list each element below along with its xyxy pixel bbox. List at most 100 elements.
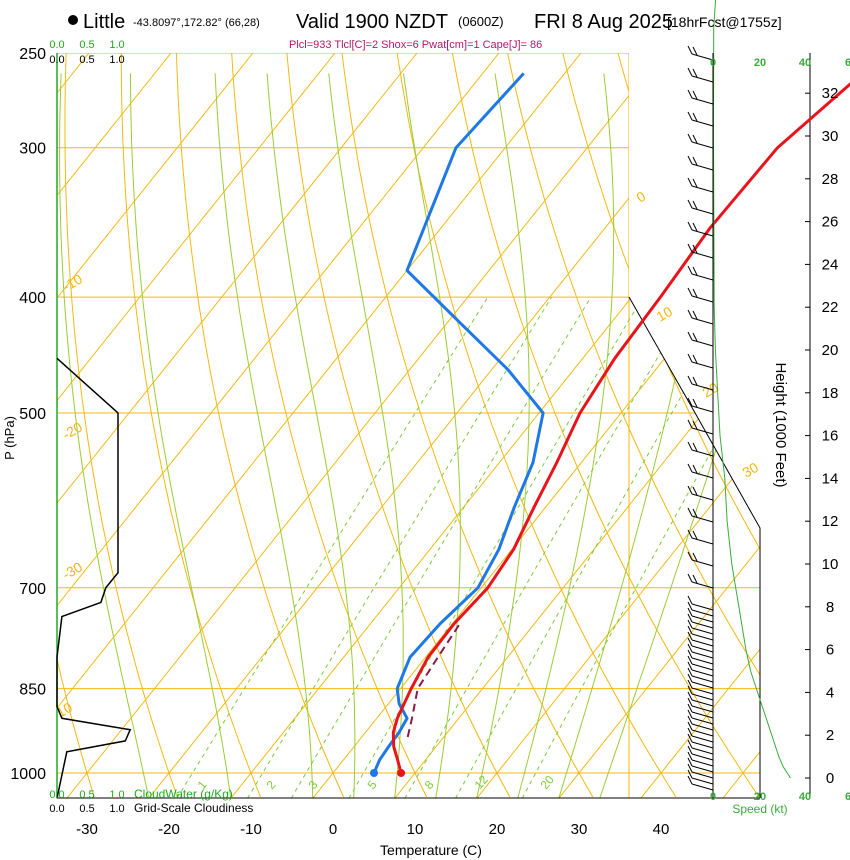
barb-shaft [691, 339, 714, 347]
cloudiness-tick-label: 0.5 [79, 803, 94, 815]
height-tick-label: 0 [826, 770, 834, 787]
barb-flag [687, 631, 693, 641]
wind-barb [687, 309, 714, 325]
dewpoint-surface-dot [370, 769, 378, 777]
barb-flag [687, 243, 693, 253]
barb-flag [692, 354, 698, 364]
barb-flag [692, 508, 698, 518]
barb-flag [687, 727, 693, 737]
barb-flag [687, 309, 693, 319]
wind-barb [687, 769, 714, 785]
wind-barb [687, 667, 714, 683]
wind-barb [687, 655, 714, 671]
barb-shaft [691, 663, 714, 671]
dry-adiabat-line [341, 53, 594, 798]
barb-shaft [691, 119, 714, 127]
pressure-tick-label: 500 [19, 406, 46, 423]
wind-barb [687, 133, 714, 149]
pressure-tick-label: 250 [19, 46, 46, 63]
wind-barb [687, 709, 714, 725]
moist-adiabat-line [214, 73, 314, 798]
barb-flag [692, 442, 698, 452]
wind-barb [687, 287, 714, 303]
barb-flag [687, 155, 693, 165]
barb-flag [687, 721, 693, 731]
barb-flag [687, 733, 693, 743]
barb-shaft [691, 53, 714, 61]
height-tick-label: 10 [822, 556, 839, 573]
barb-shaft [691, 581, 714, 589]
height-tick-label: 24 [822, 256, 839, 273]
barb-flag [687, 619, 693, 629]
dry-adiabat-line [839, 53, 850, 797]
temperature-profile [391, 82, 850, 774]
dewpoint-profile [372, 72, 545, 774]
cloudwater-tick-label: 0.0 [49, 789, 64, 801]
speed-tick-label: 20 [754, 791, 766, 803]
wind-speed-profile [712, 0, 791, 779]
pressure-tick-label: 700 [19, 581, 46, 598]
wind-barb [687, 441, 714, 457]
wind-barb [687, 265, 714, 281]
barb-flag [687, 529, 693, 539]
wind-barb [687, 775, 714, 791]
barb-shaft [691, 273, 714, 281]
isotherm-line [394, 53, 760, 798]
cloudwater-tick-label: 1.0 [109, 39, 124, 51]
barb-flag [687, 739, 693, 749]
mixing-ratio-line [290, 296, 592, 798]
temperature-tick-label: 0 [329, 821, 337, 838]
barb-shaft [691, 705, 714, 713]
barb-shaft [691, 97, 714, 105]
barb-shaft [691, 735, 714, 743]
barb-shaft [691, 559, 714, 567]
isotherm-line [57, 53, 254, 798]
barb-shaft [691, 645, 714, 653]
dry-adiabat-line [64, 53, 178, 798]
wind-barb [687, 199, 714, 215]
isotherm-line [57, 53, 418, 798]
mixing-ratio-label: 5 [365, 778, 380, 792]
barb-shaft [691, 729, 714, 737]
dry-adiabat-line [120, 53, 261, 798]
station-coords: -43.8097°,172.82° (66,28) [133, 17, 260, 29]
barb-flag [687, 463, 693, 473]
barb-flag [687, 595, 693, 605]
barb-shaft [691, 295, 714, 303]
barb-flag [692, 530, 698, 540]
barb-shaft [691, 449, 714, 457]
barb-shaft [691, 405, 714, 413]
speed-tick-label: 0 [710, 791, 716, 803]
cloudiness-tick-label: 1.0 [109, 803, 124, 815]
barb-shaft [691, 383, 714, 391]
barb-flag [687, 507, 693, 517]
barb-flag [687, 715, 693, 725]
wind-barb [687, 67, 714, 83]
barb-flag [687, 133, 693, 143]
cloudwater-tick-label: 0.5 [79, 789, 94, 801]
mixing-ratio-line [176, 296, 489, 798]
sounding-profiles [56, 0, 850, 799]
axis-labels: Little -43.8097°,172.82° (66,28) Valid 1… [2, 11, 850, 858]
barb-flag [687, 661, 693, 671]
wind-barb [687, 733, 714, 749]
mixing-ratio-line [404, 296, 694, 798]
moist-adiabat-line [328, 73, 404, 798]
barb-flag [692, 46, 698, 56]
barb-shaft [691, 771, 714, 779]
barb-shaft [691, 669, 714, 677]
barb-shaft [691, 699, 714, 707]
mixing-ratio-line [521, 296, 760, 798]
height-tick-label: 28 [822, 171, 839, 188]
barb-flag [687, 67, 693, 77]
barb-flag [687, 177, 693, 187]
barb-flag [692, 332, 698, 342]
isotherm-line [558, 53, 760, 798]
barb-shaft [691, 687, 714, 695]
barb-shaft [691, 537, 714, 545]
barb-shaft [691, 515, 714, 523]
barb-flag [687, 441, 693, 451]
isotherm-label: -20 [60, 419, 86, 443]
speed-tick-label: 6 [845, 57, 850, 69]
barb-shaft [691, 361, 714, 369]
